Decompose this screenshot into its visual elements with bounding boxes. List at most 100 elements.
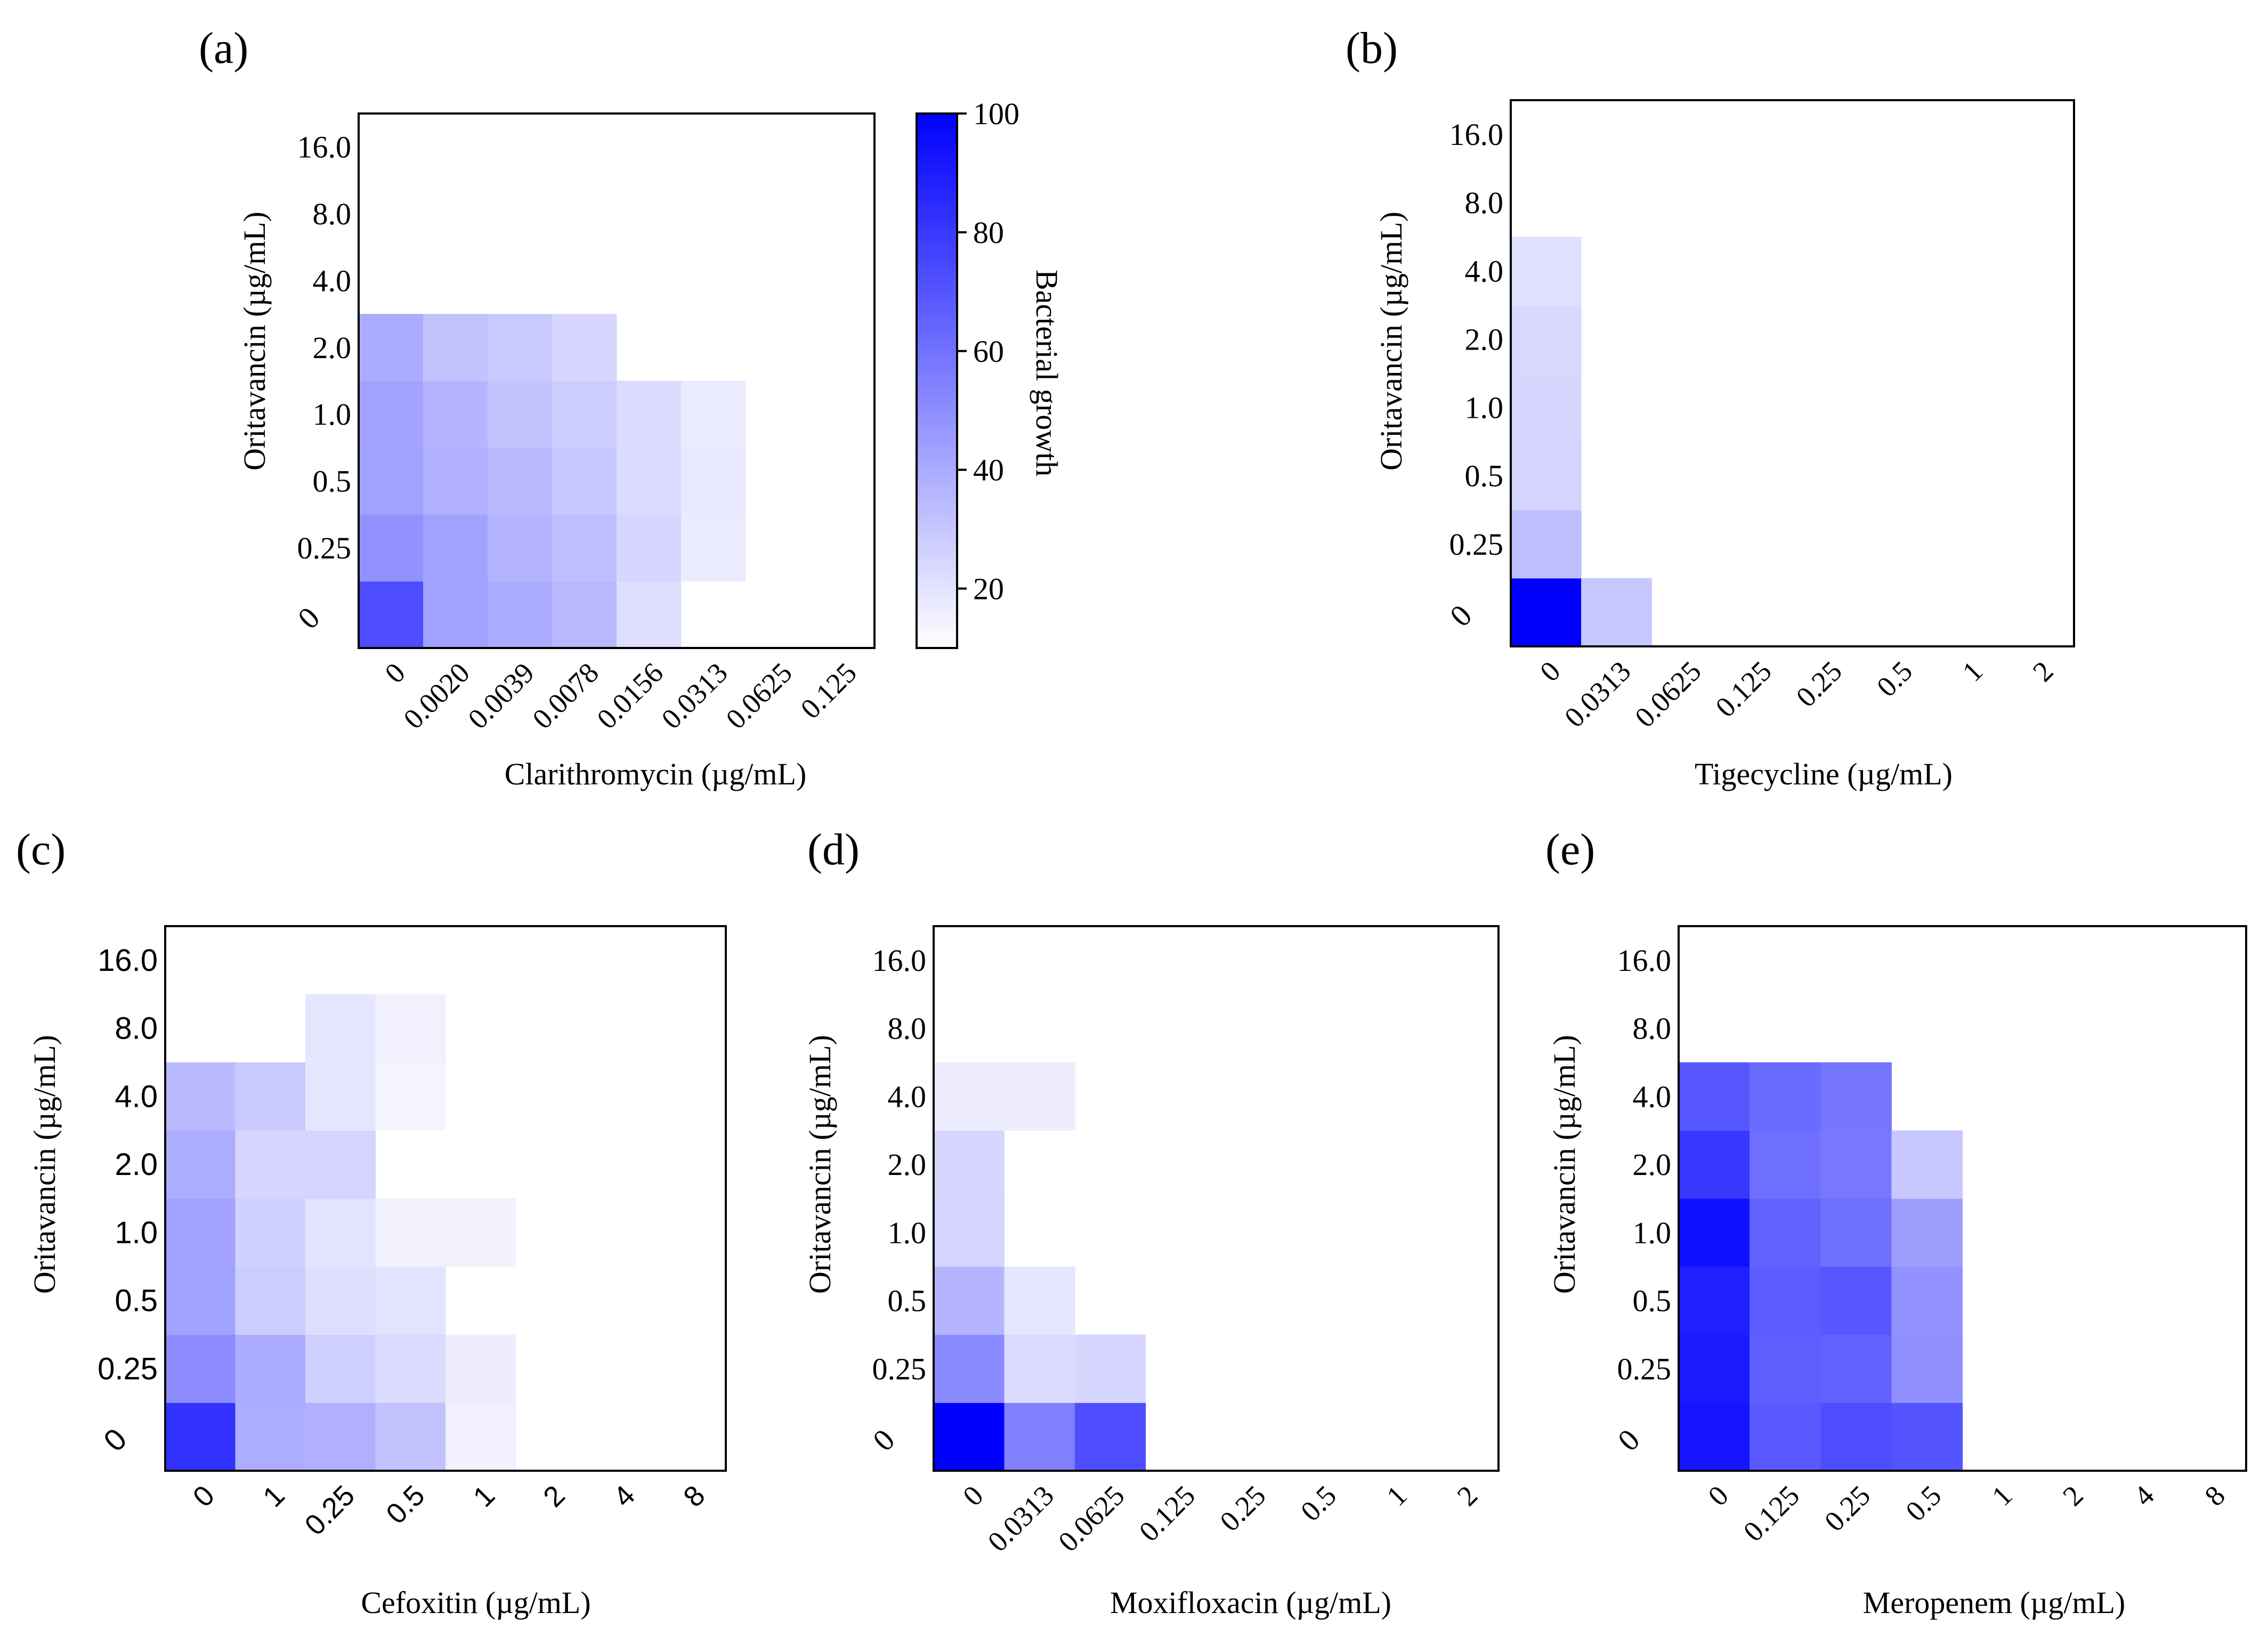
y-tick-label: 2.0 — [1465, 322, 1504, 356]
y-tick-label: 0.5 — [115, 1284, 158, 1318]
heatmap-cell — [488, 514, 553, 582]
x-tick-label: 0 — [187, 1479, 221, 1513]
panel-d-y-ticks: 0 0.25 0.5 1.0 2.0 4.0 8.0 16.0 — [866, 943, 926, 1458]
heatmap-cell — [1004, 1062, 1075, 1131]
heatmap-cell — [165, 1266, 236, 1335]
panel-b: (b) 00.250.51.02.04.08.016.0 00.03130.06… — [1346, 23, 2075, 791]
x-tick-label: 0.0313 — [655, 657, 734, 735]
heatmap-cell — [934, 1403, 1005, 1471]
x-tick-label: 2 — [2027, 655, 2060, 688]
y-tick-label: 0.25 — [297, 531, 352, 565]
x-tick-label: 2 — [1451, 1479, 1484, 1512]
x-tick-label: 4 — [608, 1479, 642, 1513]
y-tick-label: 2.0 — [115, 1147, 158, 1182]
heatmap-cell — [305, 1198, 376, 1267]
heatmap-cell — [423, 314, 488, 382]
y-tick-label: 0 — [1443, 598, 1478, 633]
heatmap-cell — [305, 1334, 376, 1403]
panel-b-y-label: Oritavancin (µg/mL) — [1374, 212, 1408, 471]
panel-b-label: (b) — [1346, 23, 1398, 73]
heatmap-cell — [617, 581, 682, 649]
y-tick-label: 16.0 — [1449, 117, 1504, 152]
panel-e: (e) 00.250.51.02.04.08.016.0 0 0.125 0.25 0… — [1545, 825, 2247, 1620]
panel-c-x-label: Cefoxitin (µg/mL) — [361, 1585, 590, 1620]
y-tick-label: 16.0 — [872, 943, 927, 978]
heatmap-cell — [1679, 1198, 1750, 1267]
panel-a-x-ticks: 00.00200.00390.00780.01560.03130.06250.1… — [378, 657, 863, 735]
x-tick-label: 0.5 — [380, 1479, 431, 1530]
heatmap-cell — [359, 314, 424, 382]
heatmap-cell — [375, 1198, 446, 1267]
x-tick-label: 1 — [467, 1479, 501, 1513]
y-tick-label: 1.0 — [888, 1215, 927, 1250]
heatmap-cell — [1820, 1062, 1892, 1131]
panel-e-x-label: Meropenem (µg/mL) — [1863, 1585, 2125, 1620]
heatmap-cell — [305, 1266, 376, 1335]
colorbar-tick-label: 20 — [973, 572, 1004, 606]
y-tick-label: 0.25 — [872, 1351, 927, 1386]
heatmap-cell — [1004, 1403, 1075, 1471]
y-tick-label: 8.0 — [888, 1011, 927, 1046]
heatmap-cell — [359, 447, 424, 515]
heatmap-cell — [934, 1062, 1005, 1131]
heatmap-cell — [1004, 1334, 1075, 1403]
heatmap-cell — [934, 1130, 1005, 1199]
heatmap-cell — [1820, 1334, 1892, 1403]
heatmap-cell — [235, 1062, 306, 1131]
heatmap-cell — [1075, 1403, 1146, 1471]
y-tick-label: 0.5 — [1465, 459, 1504, 493]
x-tick-label: 0.25 — [298, 1479, 361, 1542]
y-tick-label: 4.0 — [115, 1079, 158, 1114]
heatmap-cell — [165, 1198, 236, 1267]
heatmap-cell — [1820, 1198, 1892, 1267]
panel-b-frame — [1510, 99, 2075, 647]
y-tick-label: 8.0 — [115, 1011, 158, 1046]
x-tick-label: 0.0313 — [1558, 655, 1637, 733]
panel-c-y-label: Oritavancin (µg/mL) — [27, 1035, 62, 1294]
x-tick-label: 0.5 — [1294, 1479, 1342, 1527]
heatmap-cell — [934, 1334, 1005, 1403]
x-tick-label: 2 — [537, 1479, 571, 1513]
y-tick-label: 0 — [1611, 1422, 1646, 1457]
heatmap-cell — [488, 380, 553, 448]
heatmap-cell — [1511, 305, 1582, 374]
heatmap-cell — [934, 1266, 1005, 1335]
heatmap-cell — [359, 380, 424, 448]
x-tick-label: 1 — [1986, 1479, 2019, 1512]
x-tick-label: 0.0039 — [462, 657, 540, 735]
x-tick-label: 0.0313 — [982, 1479, 1060, 1558]
y-tick-label: 8.0 — [1465, 185, 1504, 220]
heatmap-cell — [235, 1266, 306, 1335]
heatmap-cell — [1075, 1334, 1146, 1403]
y-tick-label: 0.25 — [1617, 1351, 1672, 1386]
heatmap-cell — [552, 447, 617, 515]
x-tick-label: 0.0156 — [591, 657, 669, 735]
heatmap-cell — [446, 1403, 516, 1471]
heatmap-cell — [423, 380, 488, 448]
heatmap-cell — [552, 380, 617, 448]
heatmap-cell — [1891, 1198, 1963, 1267]
heatmap-cell — [681, 514, 746, 582]
heatmap-cell — [488, 314, 553, 382]
heatmap-cell — [1581, 578, 1652, 647]
panel-b-cells — [1511, 237, 1652, 647]
heatmap-cell — [1511, 441, 1582, 510]
heatmap-cell — [1679, 1062, 1750, 1131]
heatmap-cell — [165, 1062, 236, 1131]
heatmap-cell — [423, 514, 488, 582]
x-tick-label: 8 — [2198, 1479, 2231, 1512]
heatmap-cell — [375, 1266, 446, 1335]
heatmap-cell — [681, 380, 746, 448]
heatmap-cell — [1749, 1403, 1821, 1471]
heatmap-cell — [488, 581, 553, 649]
x-tick-label: 0.125 — [1737, 1479, 1805, 1547]
x-tick-label: 0.125 — [795, 657, 863, 725]
heatmap-cell — [1891, 1266, 1963, 1335]
heatmap-cell — [934, 1198, 1005, 1267]
heatmap-cell — [552, 514, 617, 582]
x-tick-label: 1 — [1956, 655, 1989, 688]
panel-a-y-ticks: 0 0.25 0.5 1.0 2.0 4.0 8.0 16.0 — [291, 130, 351, 636]
x-tick-label: 0.0625 — [1629, 655, 1707, 733]
x-tick-label: 2 — [2056, 1479, 2089, 1512]
heatmap-cell — [359, 581, 424, 649]
